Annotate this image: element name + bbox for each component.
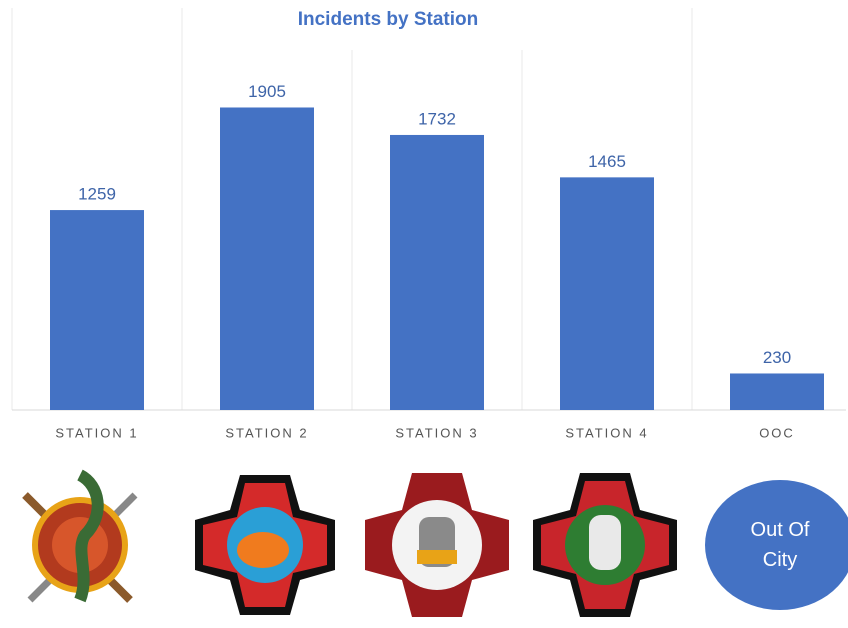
ooc-badge: Out Of City <box>705 480 848 610</box>
value-label: 230 <box>763 348 791 367</box>
bar <box>390 134 484 410</box>
logo-station-3 <box>365 473 509 617</box>
bar <box>730 373 824 410</box>
separators <box>11 8 693 410</box>
value-label: 1732 <box>418 109 456 128</box>
ooc-badge-text: Out Of City <box>750 519 810 571</box>
value-label: 1905 <box>248 82 286 101</box>
bar <box>560 177 654 410</box>
value-label: 1465 <box>588 152 626 171</box>
value-label: 1259 <box>78 185 116 204</box>
logo-station-2 <box>195 475 335 615</box>
x-tick-label: OOC <box>759 425 795 440</box>
x-tick-label: STATION 2 <box>225 425 308 440</box>
bar <box>220 107 314 411</box>
bar <box>50 210 144 410</box>
logo-station-4 <box>533 473 677 617</box>
chart-title: Incidents by Station <box>298 9 479 30</box>
logos <box>22 469 677 617</box>
x-tick-label: STATION 3 <box>395 425 478 440</box>
logo-station-1 <box>22 469 138 603</box>
x-tick-label: STATION 4 <box>565 425 648 440</box>
x-tick-label: STATION 1 <box>55 425 138 440</box>
